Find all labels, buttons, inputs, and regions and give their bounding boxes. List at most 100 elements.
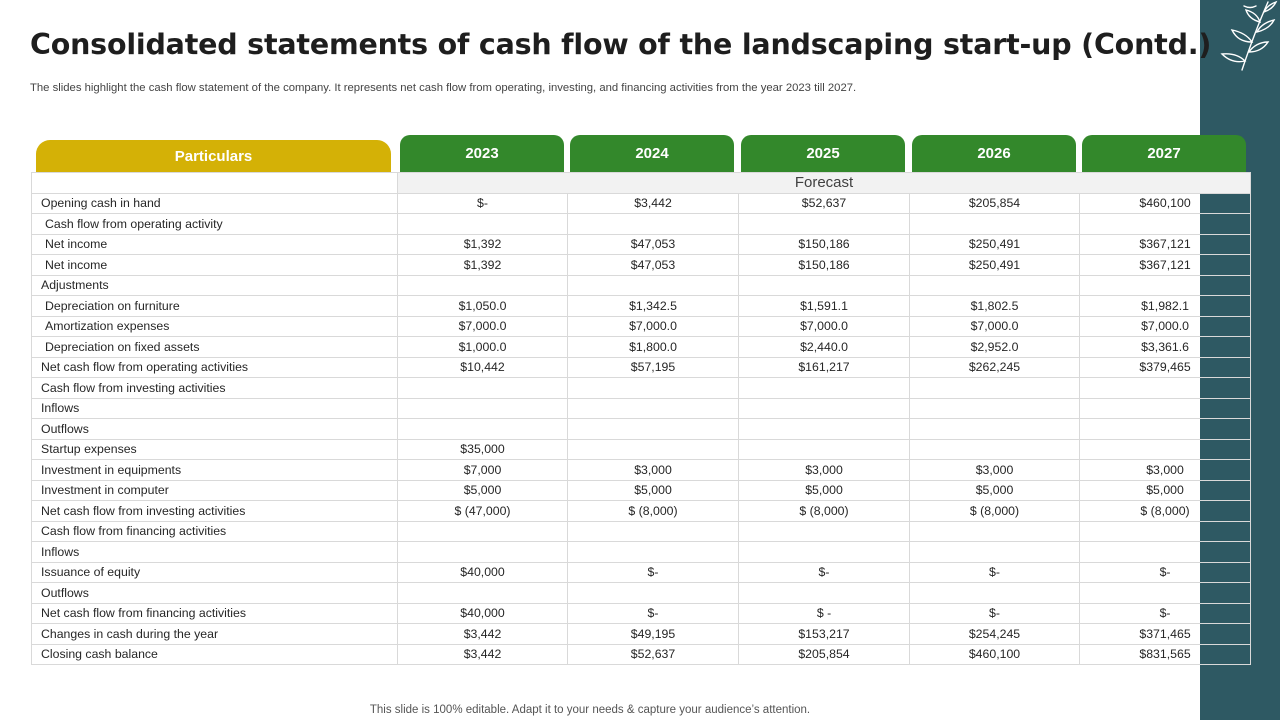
forecast-row: Forecast [31,172,1252,194]
cell-2025 [738,397,910,419]
cell-2024: $47,053 [567,233,739,255]
year-header-2026: 2026 [912,135,1076,172]
cell-2024 [567,520,739,542]
cell-2025 [738,438,910,460]
row-label: Outflows [31,418,398,440]
cell-2025: $153,217 [738,623,910,645]
cell-2024: $- [567,602,739,624]
cell-2023: $- [397,192,568,214]
cell-2026: $460,100 [909,643,1080,665]
cell-2025 [738,274,910,296]
cell-2026: $250,491 [909,254,1080,276]
cell-2023: $3,442 [397,643,568,665]
cell-2024 [567,213,739,235]
cell-2026: $ (8,000) [909,500,1080,522]
cell-2027: $1,982.1 [1078,295,1252,317]
cell-2026 [909,377,1080,399]
cell-2024: $- [567,561,739,583]
cell-2025: $205,854 [738,643,910,665]
row-label: Inflows [31,397,398,419]
cell-2027: $367,121 [1078,233,1252,255]
cell-2027: $831,565 [1078,643,1252,665]
cell-2026: $1,802.5 [909,295,1080,317]
table-row: Depreciation on furniture $1,050.0 $1,342.… [31,295,1252,317]
cell-2024 [567,274,739,296]
row-label: Closing cash balance [31,643,398,665]
row-label: Net cash flow from financing activities [31,602,398,624]
cell-2027: $5,000 [1078,479,1252,501]
cell-2025: $150,186 [738,233,910,255]
cell-2024 [567,397,739,419]
table-row: Depreciation on fixed assets $1,000.0 $1,8… [31,336,1252,358]
cell-2023: $35,000 [397,438,568,460]
row-label: Changes in cash during the year [31,623,398,645]
cell-2024: $ (8,000) [567,500,739,522]
cell-2023: $7,000 [397,459,568,481]
cell-2027 [1078,520,1252,542]
cell-2026: $- [909,561,1080,583]
cell-2024 [567,541,739,563]
cell-2027: $3,361.6 [1078,336,1252,358]
table-row: Issuance of equity $40,000 $- $- $- $- [31,561,1252,583]
forecast-label: Forecast [396,172,1252,194]
table-row: Cash flow from financing activities [31,520,1252,542]
cell-2026 [909,397,1080,419]
cell-2025 [738,520,910,542]
table-row: Inflows [31,541,1252,563]
cell-2023 [397,541,568,563]
cell-2027 [1078,438,1252,460]
cell-2025 [738,213,910,235]
year-header-2024: 2024 [570,135,734,172]
row-label: Net income [31,254,398,276]
table-row: Outflows [31,418,1252,440]
cell-2023 [397,418,568,440]
cell-2025: $52,637 [738,192,910,214]
cell-2024 [567,377,739,399]
cell-2025: $- [738,561,910,583]
cell-2023 [397,377,568,399]
row-label: Opening cash in hand [31,192,398,214]
cell-2026 [909,438,1080,460]
cell-2024: $52,637 [567,643,739,665]
cell-2024: $3,442 [567,192,739,214]
cell-2023: $7,000.0 [397,315,568,337]
cell-2027: $379,465 [1078,356,1252,378]
table-row: Cash flow from investing activities [31,377,1252,399]
cell-2026 [909,418,1080,440]
row-label: Net cash flow from investing activities [31,500,398,522]
row-label: Net income [31,233,398,255]
table-row: Cash flow from operating activity [31,213,1252,235]
row-label: Adjustments [31,274,398,296]
row-label: Cash flow from operating activity [31,213,398,235]
table-row: Net income $1,392 $47,053 $150,186 $250,491 $… [31,254,1252,276]
cell-2024: $1,342.5 [567,295,739,317]
cell-2026: $3,000 [909,459,1080,481]
year-header-2025: 2025 [741,135,905,172]
cell-2026 [909,582,1080,604]
cell-2024: $57,195 [567,356,739,378]
cell-2023: $1,392 [397,254,568,276]
cell-2023: $1,000.0 [397,336,568,358]
cell-2027: $460,100 [1078,192,1252,214]
cell-2024: $5,000 [567,479,739,501]
row-label: Investment in computer [31,479,398,501]
cash-flow-table: Forecast Opening cash in hand $- $3,442 $52… [31,172,1252,665]
row-label: Cash flow from investing activities [31,377,398,399]
row-label: Cash flow from financing activities [31,520,398,542]
table-row: Investment in computer $5,000 $5,000 $5,000… [31,479,1252,501]
cell-2024 [567,582,739,604]
cell-2026 [909,213,1080,235]
cell-2024: $3,000 [567,459,739,481]
cell-2025: $2,440.0 [738,336,910,358]
cell-2027 [1078,418,1252,440]
cell-2026: $5,000 [909,479,1080,501]
cell-2025: $1,591.1 [738,295,910,317]
particulars-header: Particulars [36,140,391,173]
cell-2026: $254,245 [909,623,1080,645]
cell-2025: $3,000 [738,459,910,481]
cell-2027: $ (8,000) [1078,500,1252,522]
cell-2027 [1078,397,1252,419]
leaf-branch-icon [1220,0,1278,71]
cell-2023: $5,000 [397,479,568,501]
cell-2023: $ (47,000) [397,500,568,522]
